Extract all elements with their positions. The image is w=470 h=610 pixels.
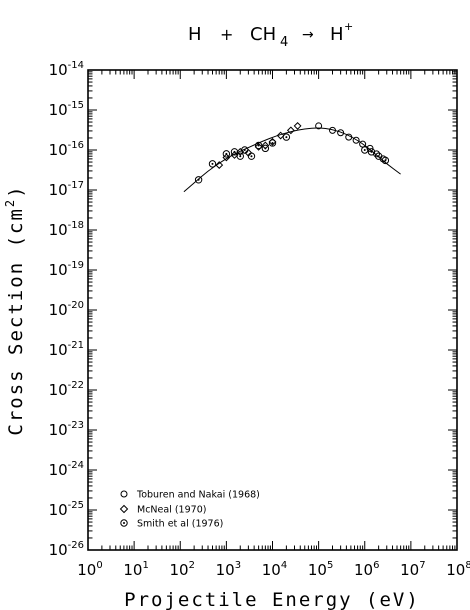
y-tick-label: 10-14 [49, 60, 84, 79]
data-point-toburen [315, 122, 323, 130]
data-point-smith [367, 148, 376, 156]
chart-title: H + CH 4 → H + [188, 20, 353, 50]
data-point-smith-center [285, 136, 288, 139]
data-point-mcneal [276, 131, 285, 140]
x-tick-label: 107 [400, 560, 425, 579]
legend-circle-dot-marker [120, 519, 128, 527]
y-tick-label: 10-23 [49, 420, 84, 439]
data-point-smith-center [363, 149, 366, 151]
title-lhs2: CH [250, 24, 276, 45]
y-tick-label: 10-22 [49, 380, 84, 399]
data-point-smith-center [257, 144, 260, 147]
data-point-smith [361, 146, 369, 154]
y-tick-label: 10-15 [49, 100, 84, 119]
svg-text:Cross Section (cm2): Cross Section (cm2) [3, 184, 27, 435]
data-point-mcneal [293, 122, 302, 130]
data-point-smith-center [377, 155, 380, 158]
fit-curve [183, 127, 401, 193]
data-point-smith-center [243, 149, 246, 151]
x-tick-label: 106 [354, 560, 379, 579]
x-axis-title: Projectile Energy (eV) [124, 589, 420, 610]
title-lhs1: H [188, 24, 202, 45]
x-tick-label: 101 [123, 560, 148, 579]
y-tick-label: 10-25 [49, 500, 84, 519]
data-point-smith-center [384, 159, 387, 162]
y-tick-label: 10-20 [49, 300, 84, 319]
data-point-mcneal [215, 161, 224, 169]
data-point-smith [208, 160, 217, 168]
data-point-smith [374, 152, 383, 160]
data-point-toburen [329, 126, 337, 134]
y-tick-label: 10-26 [49, 540, 84, 559]
title-rhs-superscript: + [344, 20, 353, 33]
data-point-mcneal [254, 142, 263, 151]
data-point-smith-center [211, 162, 214, 165]
title-lhs2-subscript: 4 [280, 35, 288, 50]
x-tick-label: 102 [170, 560, 195, 579]
data-point-smith [261, 144, 270, 153]
data-point-smith [222, 150, 231, 158]
data-point-smith [247, 152, 256, 160]
data-point-smith [381, 156, 390, 165]
data-point-mcneal [286, 126, 295, 135]
title-plus: + [220, 25, 233, 44]
x-tick-label: 103 [216, 560, 241, 579]
data-point-mcneal [236, 147, 245, 156]
legend-label-smith: Smith et al (1976) [137, 519, 223, 530]
data-point-smith [254, 141, 263, 150]
data-point-smith [236, 152, 244, 160]
legend-item-mcneal: McNeal (1970) [119, 504, 206, 516]
data-point-smith [241, 146, 249, 154]
title-arrow: → [302, 27, 314, 43]
data-point-toburen [345, 133, 353, 141]
data-point-toburen [352, 136, 360, 144]
y-tick-label: 10-24 [49, 460, 84, 479]
y-tick-label: 10-21 [49, 340, 84, 359]
data-points [194, 122, 390, 184]
x-tick-label: 105 [308, 560, 333, 579]
data-point-smith-center [239, 155, 242, 158]
data-point-smith [230, 148, 239, 156]
legend-label-toburen: Toburen and Nakai (1968) [136, 490, 260, 501]
y-tick-label: 10-18 [49, 220, 84, 239]
title-rhs: H [330, 24, 344, 45]
legend-circle-marker [120, 490, 128, 498]
data-point-smith-center [264, 147, 267, 150]
y-axis-title-sup: 2 [3, 198, 17, 207]
data-point-smith [194, 176, 203, 184]
x-tick-label: 100 [77, 560, 102, 579]
axis-ticks [87, 69, 458, 551]
data-point-toburen [337, 129, 345, 137]
data-point-smith-center [225, 152, 228, 155]
legend-label-mcneal: McNeal (1970) [137, 505, 206, 516]
y-axis-title: Cross Section (cm2) [3, 184, 27, 435]
legend: Toburen and Nakai (1968) McNeal (1970) S… [119, 490, 260, 530]
legend-circle-dot-center [123, 522, 125, 524]
y-axis-title-main: Cross Section (cm [5, 207, 27, 435]
y-tick-labels: 10-26 10-25 10-24 10-23 10-22 10-21 10-20 10-19… [49, 60, 84, 559]
data-point-smith-center [271, 141, 274, 144]
data-point-smith-center [233, 150, 236, 153]
legend-diamond-marker [119, 504, 129, 514]
data-point-smith-center [250, 155, 253, 158]
data-point-smith [268, 139, 277, 147]
x-tick-labels: 100 101 102 103 104 105 106 107 108 [77, 560, 470, 579]
y-tick-label: 10-17 [49, 180, 84, 199]
y-tick-label: 10-16 [49, 140, 84, 159]
legend-item-smith: Smith et al (1976) [120, 519, 223, 530]
x-tick-label: 108 [446, 560, 470, 579]
data-point-toburen [366, 144, 374, 152]
data-point-smith-center [197, 178, 200, 181]
legend-item-toburen: Toburen and Nakai (1968) [120, 490, 260, 501]
y-axis-title-close: ) [5, 184, 27, 197]
data-point-smith [282, 133, 291, 141]
x-tick-label: 104 [262, 560, 287, 579]
y-tick-label: 10-19 [49, 260, 84, 279]
data-point-smith-center [370, 150, 373, 153]
